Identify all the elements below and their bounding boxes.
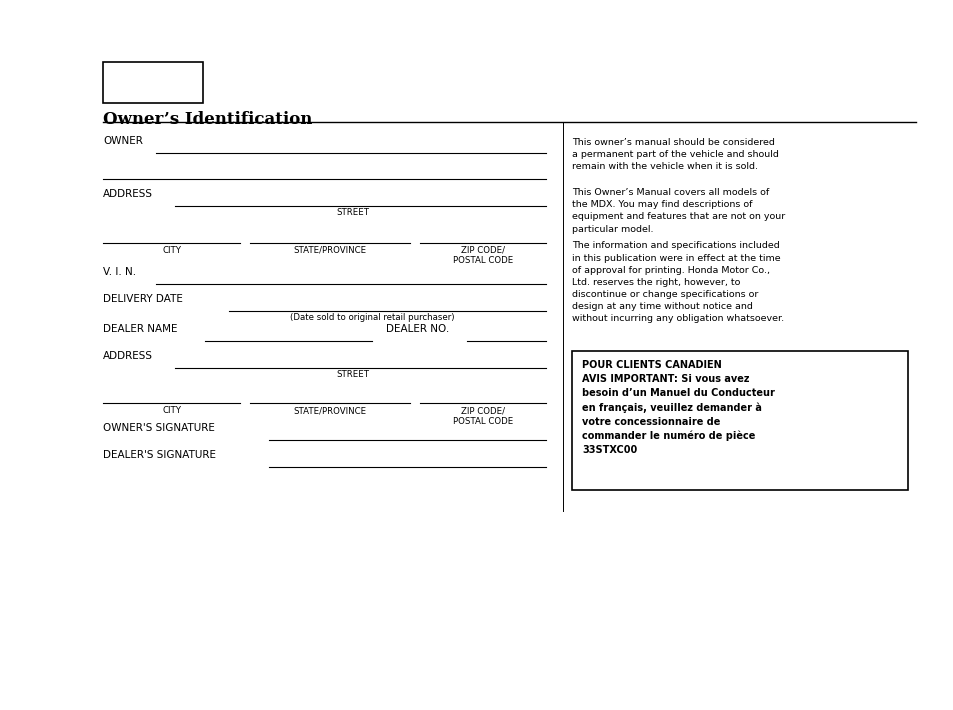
Text: OWNER: OWNER <box>103 136 143 146</box>
Bar <box>572 351 907 490</box>
Text: DELIVERY DATE: DELIVERY DATE <box>103 294 183 304</box>
Text: CITY: CITY <box>162 406 181 415</box>
Text: (Date sold to original retail purchaser): (Date sold to original retail purchaser) <box>290 313 454 322</box>
Text: ADDRESS: ADDRESS <box>103 189 152 199</box>
Text: ZIP CODE/
POSTAL CODE: ZIP CODE/ POSTAL CODE <box>452 246 513 265</box>
Text: The information and specifications included
in this publication were in effect a: The information and specifications inclu… <box>572 241 783 323</box>
Text: STATE/PROVINCE: STATE/PROVINCE <box>294 246 366 255</box>
Text: Owner’s Identification: Owner’s Identification <box>103 111 312 129</box>
Text: ADDRESS: ADDRESS <box>103 351 152 361</box>
Text: STREET: STREET <box>336 208 369 217</box>
Text: STREET: STREET <box>336 370 369 379</box>
Text: V. I. N.: V. I. N. <box>103 267 136 277</box>
Text: DEALER'S SIGNATURE: DEALER'S SIGNATURE <box>103 450 215 460</box>
Text: POUR CLIENTS CANADIEN
AVIS IMPORTANT: Si vous avez
besoin d’un Manuel du Conduct: POUR CLIENTS CANADIEN AVIS IMPORTANT: Si… <box>581 360 774 456</box>
Text: ZIP CODE/
POSTAL CODE: ZIP CODE/ POSTAL CODE <box>452 406 513 425</box>
Text: STATE/PROVINCE: STATE/PROVINCE <box>294 406 366 415</box>
Bar <box>103 62 203 103</box>
Text: DEALER NAME: DEALER NAME <box>103 324 177 334</box>
Text: OWNER'S SIGNATURE: OWNER'S SIGNATURE <box>103 423 214 433</box>
Text: DEALER NO.: DEALER NO. <box>386 324 449 334</box>
Text: This owner’s manual should be considered
a permanent part of the vehicle and sho: This owner’s manual should be considered… <box>572 138 779 171</box>
Text: This Owner’s Manual covers all models of
the MDX. You may find descriptions of
e: This Owner’s Manual covers all models of… <box>572 188 785 234</box>
Text: CITY: CITY <box>162 246 181 255</box>
